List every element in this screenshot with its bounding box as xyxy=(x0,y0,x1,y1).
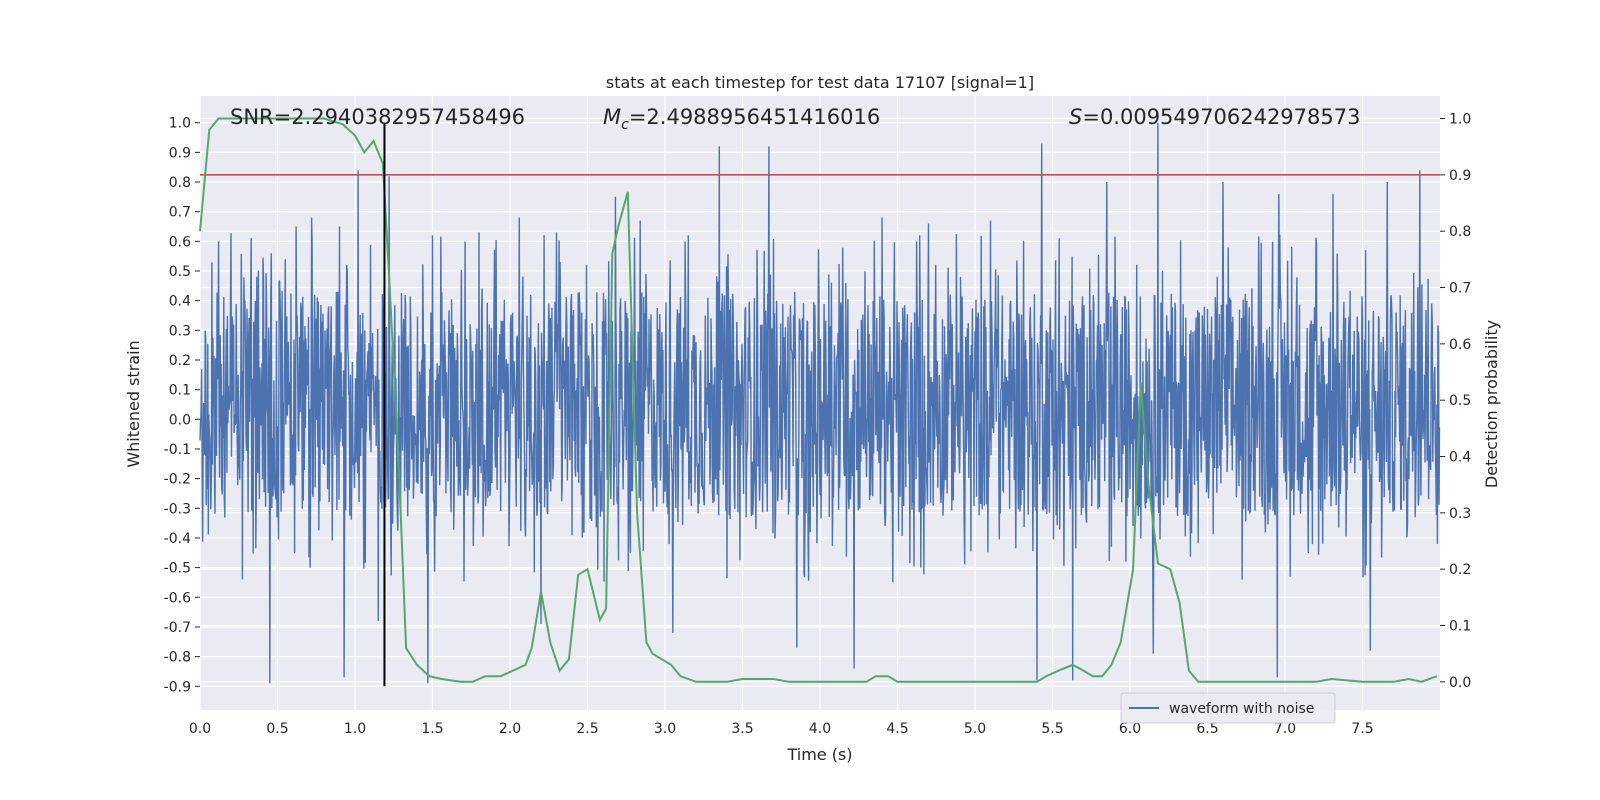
y-axis-label: Whitened strain xyxy=(124,340,143,467)
mc-annotation: Mc=2.4988956451416016 xyxy=(603,105,880,133)
y-tick-label: 0.0 xyxy=(169,412,191,428)
waveform-line xyxy=(199,122,1441,684)
x-tick-label: 4.0 xyxy=(809,721,831,737)
y-right-axis-label: Detection probability xyxy=(1482,320,1501,488)
x-tick-label: 5.5 xyxy=(1041,721,1063,737)
x-tick-label: 5.0 xyxy=(964,721,986,737)
y-tick-label: -0.5 xyxy=(164,561,191,577)
y-tick-label: 0.6 xyxy=(169,234,191,250)
y-tick-label: -0.9 xyxy=(164,679,191,695)
y-tick-label: -0.1 xyxy=(164,442,191,458)
probability-series xyxy=(199,117,1438,683)
marker-lines xyxy=(200,122,1440,687)
y-tick-label: -0.6 xyxy=(164,590,191,606)
y-tick-label: -0.3 xyxy=(164,501,191,517)
x-tick-label: 4.5 xyxy=(886,721,908,737)
y-right-tick-label: 0.4 xyxy=(1449,450,1471,466)
x-tick-label: 3.5 xyxy=(731,721,753,737)
x-tick-label: 6.0 xyxy=(1119,721,1141,737)
x-tick-label: 7.5 xyxy=(1351,721,1373,737)
mc-subscript: c xyxy=(621,117,629,133)
y-right-tick-label: 0.3 xyxy=(1449,506,1471,522)
y-right-tick-label: 0.6 xyxy=(1449,337,1471,353)
legend-label-waveform: waveform with noise xyxy=(1169,701,1314,717)
x-tick-label: 2.0 xyxy=(499,721,521,737)
x-tick-label: 0.0 xyxy=(189,721,211,737)
x-tick-label: 7.0 xyxy=(1274,721,1296,737)
y-right-tick-labels: 1.0 0.9 0.8 0.7 0.6 0.5 0.4 0.3 0.2 0.1 0.0 xyxy=(1440,112,1471,691)
y-tick-label: 0.9 xyxy=(169,145,191,161)
y-tick-label: 0.8 xyxy=(169,175,191,191)
x-axis-label: Time (s) xyxy=(786,745,852,764)
x-tick-label: 0.5 xyxy=(266,721,288,737)
x-tick-label: 1.5 xyxy=(421,721,443,737)
y-tick-label: -0.8 xyxy=(164,650,191,666)
y-tick-label: -0.2 xyxy=(164,472,191,488)
x-tick-label: 6.5 xyxy=(1196,721,1218,737)
mc-symbol: M xyxy=(603,105,621,129)
y-right-tick-label: 0.9 xyxy=(1449,168,1471,184)
y-right-tick-label: 0.8 xyxy=(1449,224,1471,240)
x-tick-label: 2.5 xyxy=(576,721,598,737)
y-right-tick-label: 0.5 xyxy=(1449,393,1471,409)
s-symbol: S xyxy=(1069,105,1082,129)
waveform-series xyxy=(199,122,1441,684)
probability-line xyxy=(199,117,1438,683)
y-tick-label: 1.0 xyxy=(169,116,191,132)
y-tick-label: 0.3 xyxy=(169,323,191,339)
y-right-tick-label: 0.1 xyxy=(1449,619,1471,635)
y-right-tick-label: 0.0 xyxy=(1449,675,1471,691)
mc-value: =2.4988956451416016 xyxy=(629,105,880,129)
x-tick-labels: 0.0 0.5 1.0 1.5 2.0 2.5 3.0 3.5 4.0 4.5 5.0 5.5 6.0 6… xyxy=(189,721,1374,737)
legend-box xyxy=(1120,692,1336,724)
legend: waveform with noise xyxy=(1120,692,1336,724)
y-right-tick-label: 0.7 xyxy=(1449,281,1471,297)
x-tick-label: 1.0 xyxy=(344,721,366,737)
y-tick-label: 0.4 xyxy=(169,294,191,310)
y-right-tick-label: 0.2 xyxy=(1449,562,1471,578)
s-value: =0.009549706242978573 xyxy=(1082,105,1360,129)
y-right-tick-label: 1.0 xyxy=(1449,112,1471,128)
y-tick-labels: 1.0 0.9 0.8 0.7 0.6 0.5 0.4 0.3 0.2 0.1 0.0 -0.1 -0.… xyxy=(164,116,200,695)
x-tick-label: 3.0 xyxy=(654,721,676,737)
y-tick-label: -0.7 xyxy=(164,620,191,636)
s-annotation: S=0.009549706242978573 xyxy=(1069,105,1360,129)
y-tick-label: 0.1 xyxy=(169,383,191,399)
chart-title: stats at each timestep for test data 171… xyxy=(606,73,1034,92)
snr-annotation: SNR=2.2940382957458496 xyxy=(230,105,525,129)
y-tick-label: 0.7 xyxy=(169,205,191,221)
y-tick-label: -0.4 xyxy=(164,531,191,547)
y-tick-label: 0.2 xyxy=(169,353,191,369)
y-tick-label: 0.5 xyxy=(169,264,191,280)
